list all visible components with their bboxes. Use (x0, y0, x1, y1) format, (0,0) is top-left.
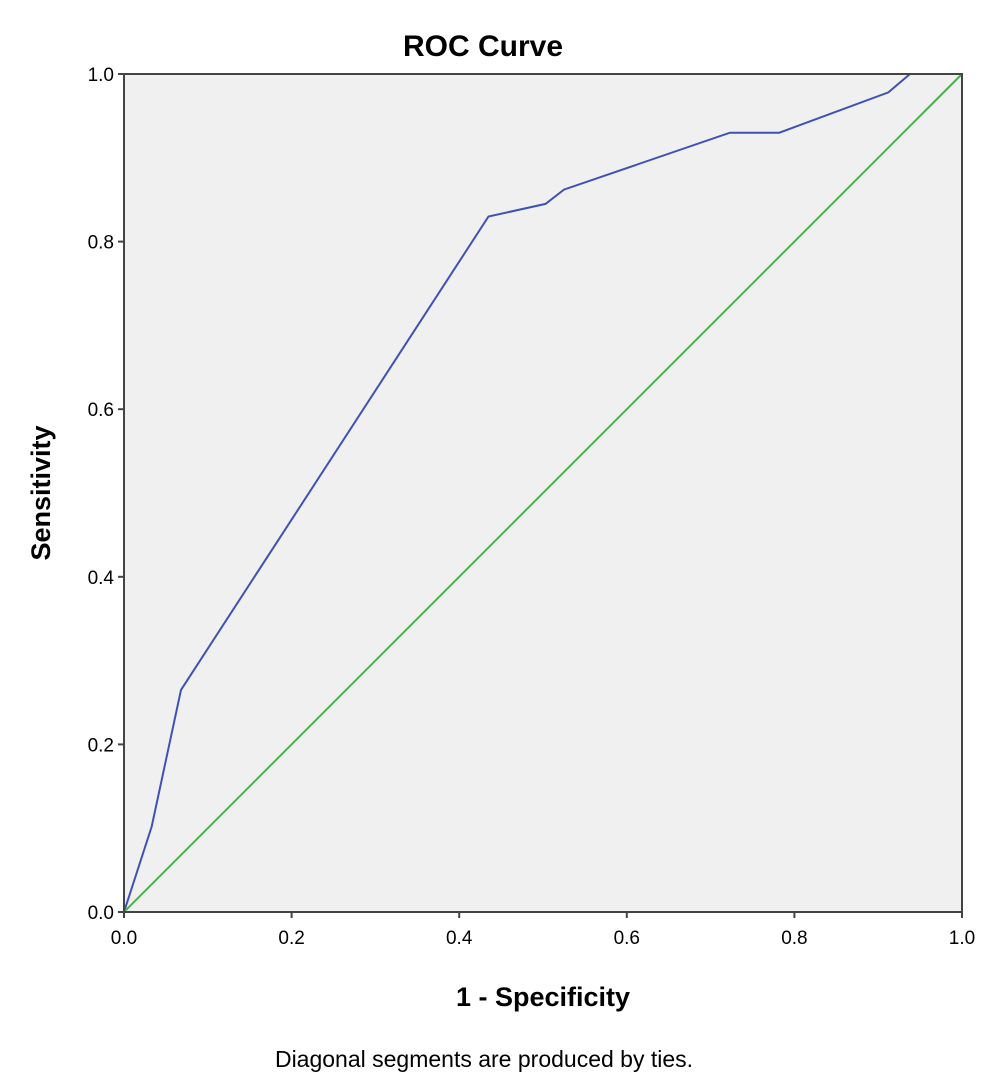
y-tick-label: 0.0 (88, 903, 114, 924)
y-tick-label: 0.2 (88, 735, 114, 756)
x-tick-label: 1.0 (949, 928, 975, 949)
plot-frame (123, 73, 963, 913)
x-tick-label: 0.0 (111, 928, 137, 949)
chart-title: ROC Curve (403, 30, 563, 63)
x-tick-label: 0.2 (278, 928, 304, 949)
footnote: Diagonal segments are produced by ties. (275, 1046, 693, 1072)
y-tick-label: 0.4 (88, 568, 115, 589)
ticks-layer: 0.0 0.2 0.4 0.6 0.8 1.0 0.0 0.2 0.4 0.6 0.8 1.0 (88, 65, 976, 949)
x-tick-label: 0.8 (781, 928, 807, 949)
x-axis-label: 1 - Specificity (456, 982, 630, 1012)
series-layer (123, 73, 963, 913)
y-tick-label: 0.6 (88, 400, 114, 421)
x-tick-label: 0.6 (614, 928, 640, 949)
y-tick-label: 0.8 (88, 233, 114, 254)
y-tick-label: 1.0 (88, 65, 114, 86)
series-line-1 (123, 73, 963, 913)
series-line-0 (123, 73, 962, 913)
y-axis-label: Sensitivity (26, 425, 56, 560)
x-tick-label: 0.4 (446, 928, 473, 949)
